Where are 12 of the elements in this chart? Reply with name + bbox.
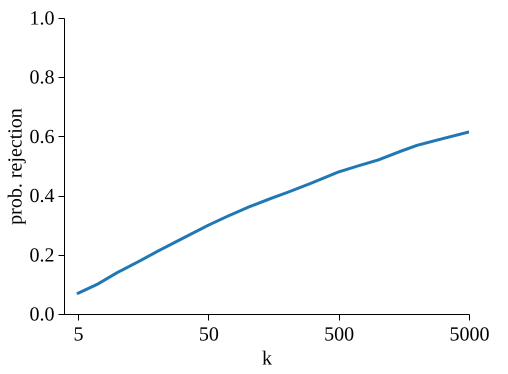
y-axis-title: prob. rejection [4, 108, 26, 225]
y-tick-label: 1.0 [30, 8, 54, 30]
y-tick-label: 0.8 [30, 66, 54, 89]
y-tick-label: 0.4 [30, 185, 54, 208]
x-axis-title: k [262, 348, 272, 370]
x-tick-label: 5000 [450, 324, 490, 346]
x-tick-label: 5 [74, 324, 84, 346]
x-tick-label: 500 [324, 324, 354, 346]
y-tick-label: 0.0 [30, 304, 54, 326]
y-tick-label: 0.2 [30, 244, 54, 266]
y-tick-label: 0.6 [30, 126, 54, 148]
x-tick-label: 50 [198, 324, 219, 346]
